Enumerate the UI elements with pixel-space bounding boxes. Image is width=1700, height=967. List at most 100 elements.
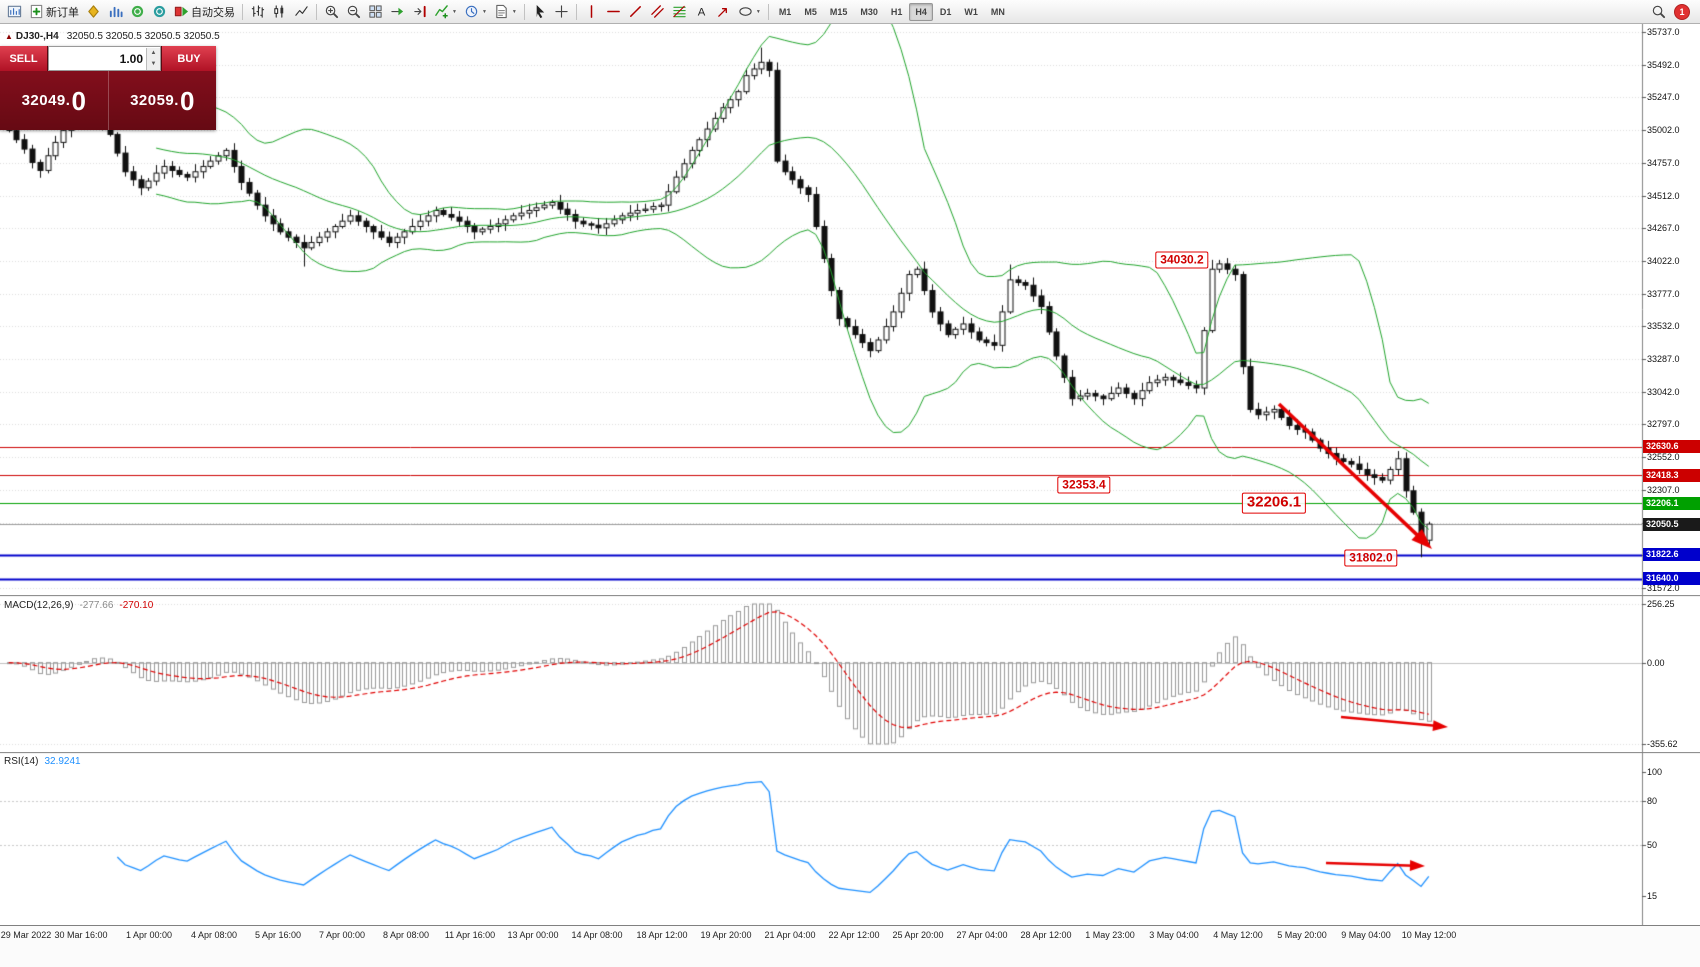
search-icon (1651, 4, 1666, 19)
price-level-label: 31640.0 (1643, 572, 1700, 586)
buy-price-big-digit: 0 (179, 85, 195, 116)
price-tick-label: 33042.0 (1647, 386, 1680, 397)
volume-input[interactable] (49, 50, 146, 67)
web-trading-icon (130, 4, 145, 19)
auto-trading-button-label: 自动交易 (191, 6, 235, 19)
volume-down-button[interactable]: ▼ (147, 58, 160, 70)
time-axis-label: 10 May 12:00 (1401, 930, 1457, 940)
new-order-button-label: 新订单 (46, 6, 79, 19)
periods-button[interactable]: ▼ (461, 2, 490, 22)
sell-price-main: 32049. (21, 92, 71, 109)
zoom-out-icon (346, 4, 361, 19)
fibonacci-icon (672, 4, 687, 19)
timeframe-mn-button[interactable]: MN (985, 3, 1011, 21)
chart-workspace: ▲ DJ30-,H4 32050.5 32050.5 32050.5 32050.5… (0, 24, 1700, 967)
app-window-icon (7, 4, 22, 19)
dropdown-caret-icon: ▼ (755, 8, 761, 15)
vertical-line-icon (584, 4, 599, 19)
community-button[interactable] (149, 2, 170, 22)
volume-up-button[interactable]: ▲ (147, 47, 160, 59)
text-label-icon: A (694, 4, 709, 19)
price-level-label: 31822.6 (1643, 548, 1700, 562)
arrows-tool-button[interactable] (713, 2, 734, 22)
price-annotation[interactable]: 32206.1 (1241, 492, 1307, 514)
timeframe-m15-button[interactable]: M15 (824, 3, 854, 21)
macd-tick-label: -355.62 (1647, 739, 1678, 749)
price-annotation[interactable]: 31802.0 (1344, 549, 1398, 567)
web-trading-button[interactable] (127, 2, 148, 22)
time-axis-label: 9 May 04:00 (1341, 930, 1391, 940)
horizontal-line-button[interactable] (603, 2, 624, 22)
buy-price-main: 32059. (130, 92, 179, 109)
equidistant-channel-button[interactable] (647, 2, 668, 22)
price-tick-label: 35247.0 (1647, 92, 1680, 103)
search-button[interactable] (1648, 2, 1669, 22)
auto-scroll-button[interactable] (387, 2, 408, 22)
mql5-market-button[interactable] (83, 2, 104, 22)
main-toolbar: 新订单 自动交易 ▼ ▼ ▼ A ▼ M1 M5 M15 M30 H1 H4 D1 W1 MN 1 (0, 0, 1700, 24)
price-tick-label: 33287.0 (1647, 354, 1680, 365)
bar-chart-button[interactable] (247, 2, 268, 22)
timeframe-m5-button[interactable]: M5 (798, 3, 823, 21)
tile-windows-button[interactable] (365, 2, 386, 22)
rsi-tick-label: 50 (1647, 839, 1658, 850)
price-tick-label: 35492.0 (1647, 59, 1680, 70)
timeframe-h1-button[interactable]: H1 (885, 3, 909, 21)
price-level-label: 32630.6 (1643, 440, 1700, 454)
price-annotation[interactable]: 32353.4 (1057, 476, 1111, 494)
one-click-trading-panel: SELL ▲ ▼ BUY 32049.0 32059.0 (0, 46, 216, 130)
line-chart-icon (294, 4, 309, 19)
indicators-button[interactable]: ▼ (431, 2, 460, 22)
text-label-button[interactable]: A (691, 2, 712, 22)
time-axis-label: 21 Apr 04:00 (764, 930, 816, 940)
rsi-name: RSI(14) (4, 756, 39, 767)
time-axis[interactable]: 29 Mar 2022 30 Mar 16:00 1 Apr 00:00 4 Apr … (0, 925, 1700, 967)
timeframe-h4-button[interactable]: H4 (909, 2, 933, 21)
cursor-button[interactable] (529, 2, 550, 22)
rsi-value: 32.9241 (44, 756, 81, 767)
price-tick-label: 31572.0 (1647, 583, 1680, 593)
time-axis-label: 7 Apr 00:00 (318, 930, 366, 940)
vertical-line-button[interactable] (581, 2, 602, 22)
time-axis-label: 1 May 23:00 (1085, 930, 1135, 940)
chart-shift-button[interactable] (409, 2, 430, 22)
auto-trading-button[interactable]: 自动交易 (171, 2, 238, 22)
price-tick-label: 34512.0 (1647, 190, 1680, 201)
timeframe-d1-button[interactable]: D1 (934, 3, 958, 21)
toolbar-separator (316, 3, 317, 20)
buy-price[interactable]: 32059. 0 (107, 71, 217, 130)
buy-button[interactable]: BUY (161, 46, 216, 71)
crosshair-button[interactable] (551, 2, 572, 22)
chart-symbol-period: DJ30-,H4 (15, 31, 59, 42)
svg-text:A: A (698, 7, 706, 19)
timeframe-w1-button[interactable]: W1 (958, 3, 984, 21)
shapes-button[interactable]: ▼ (735, 2, 764, 22)
time-axis-label: 22 Apr 12:00 (828, 930, 880, 940)
timeframe-m30-button[interactable]: M30 (854, 3, 884, 21)
zoom-in-button[interactable] (321, 2, 342, 22)
candlestick-chart-icon (272, 4, 287, 19)
price-annotation[interactable]: 34030.2 (1155, 251, 1209, 269)
templates-button[interactable]: ▼ (491, 2, 520, 22)
time-axis-label: 1 Apr 00:00 (125, 930, 173, 940)
macd-panel-canvas[interactable] (0, 595, 1700, 752)
price-tick-label: 32552.0 (1647, 452, 1680, 463)
history-data-button[interactable] (105, 2, 126, 22)
main-chart-canvas[interactable] (0, 24, 1700, 595)
zoom-out-button[interactable] (343, 2, 364, 22)
time-axis-label: 8 Apr 08:00 (382, 930, 430, 940)
new-order-button[interactable]: 新订单 (26, 2, 82, 22)
timeframe-m1-button[interactable]: M1 (773, 3, 798, 21)
templates-icon (494, 4, 509, 19)
fibonacci-button[interactable] (669, 2, 690, 22)
rsi-indicator-label: RSI(14) 32.9241 (4, 756, 81, 767)
notification-badge[interactable]: 1 (1674, 3, 1690, 20)
app-window-button[interactable] (4, 2, 25, 22)
candlestick-chart-button[interactable] (269, 2, 290, 22)
rsi-panel-canvas[interactable] (0, 752, 1700, 925)
sell-button[interactable]: SELL (0, 46, 48, 71)
chart-title: ▲ DJ30-,H4 32050.5 32050.5 32050.5 32050.5 (5, 31, 220, 42)
sell-price[interactable]: 32049. 0 (0, 71, 108, 130)
line-chart-button[interactable] (291, 2, 312, 22)
trendline-button[interactable] (625, 2, 646, 22)
